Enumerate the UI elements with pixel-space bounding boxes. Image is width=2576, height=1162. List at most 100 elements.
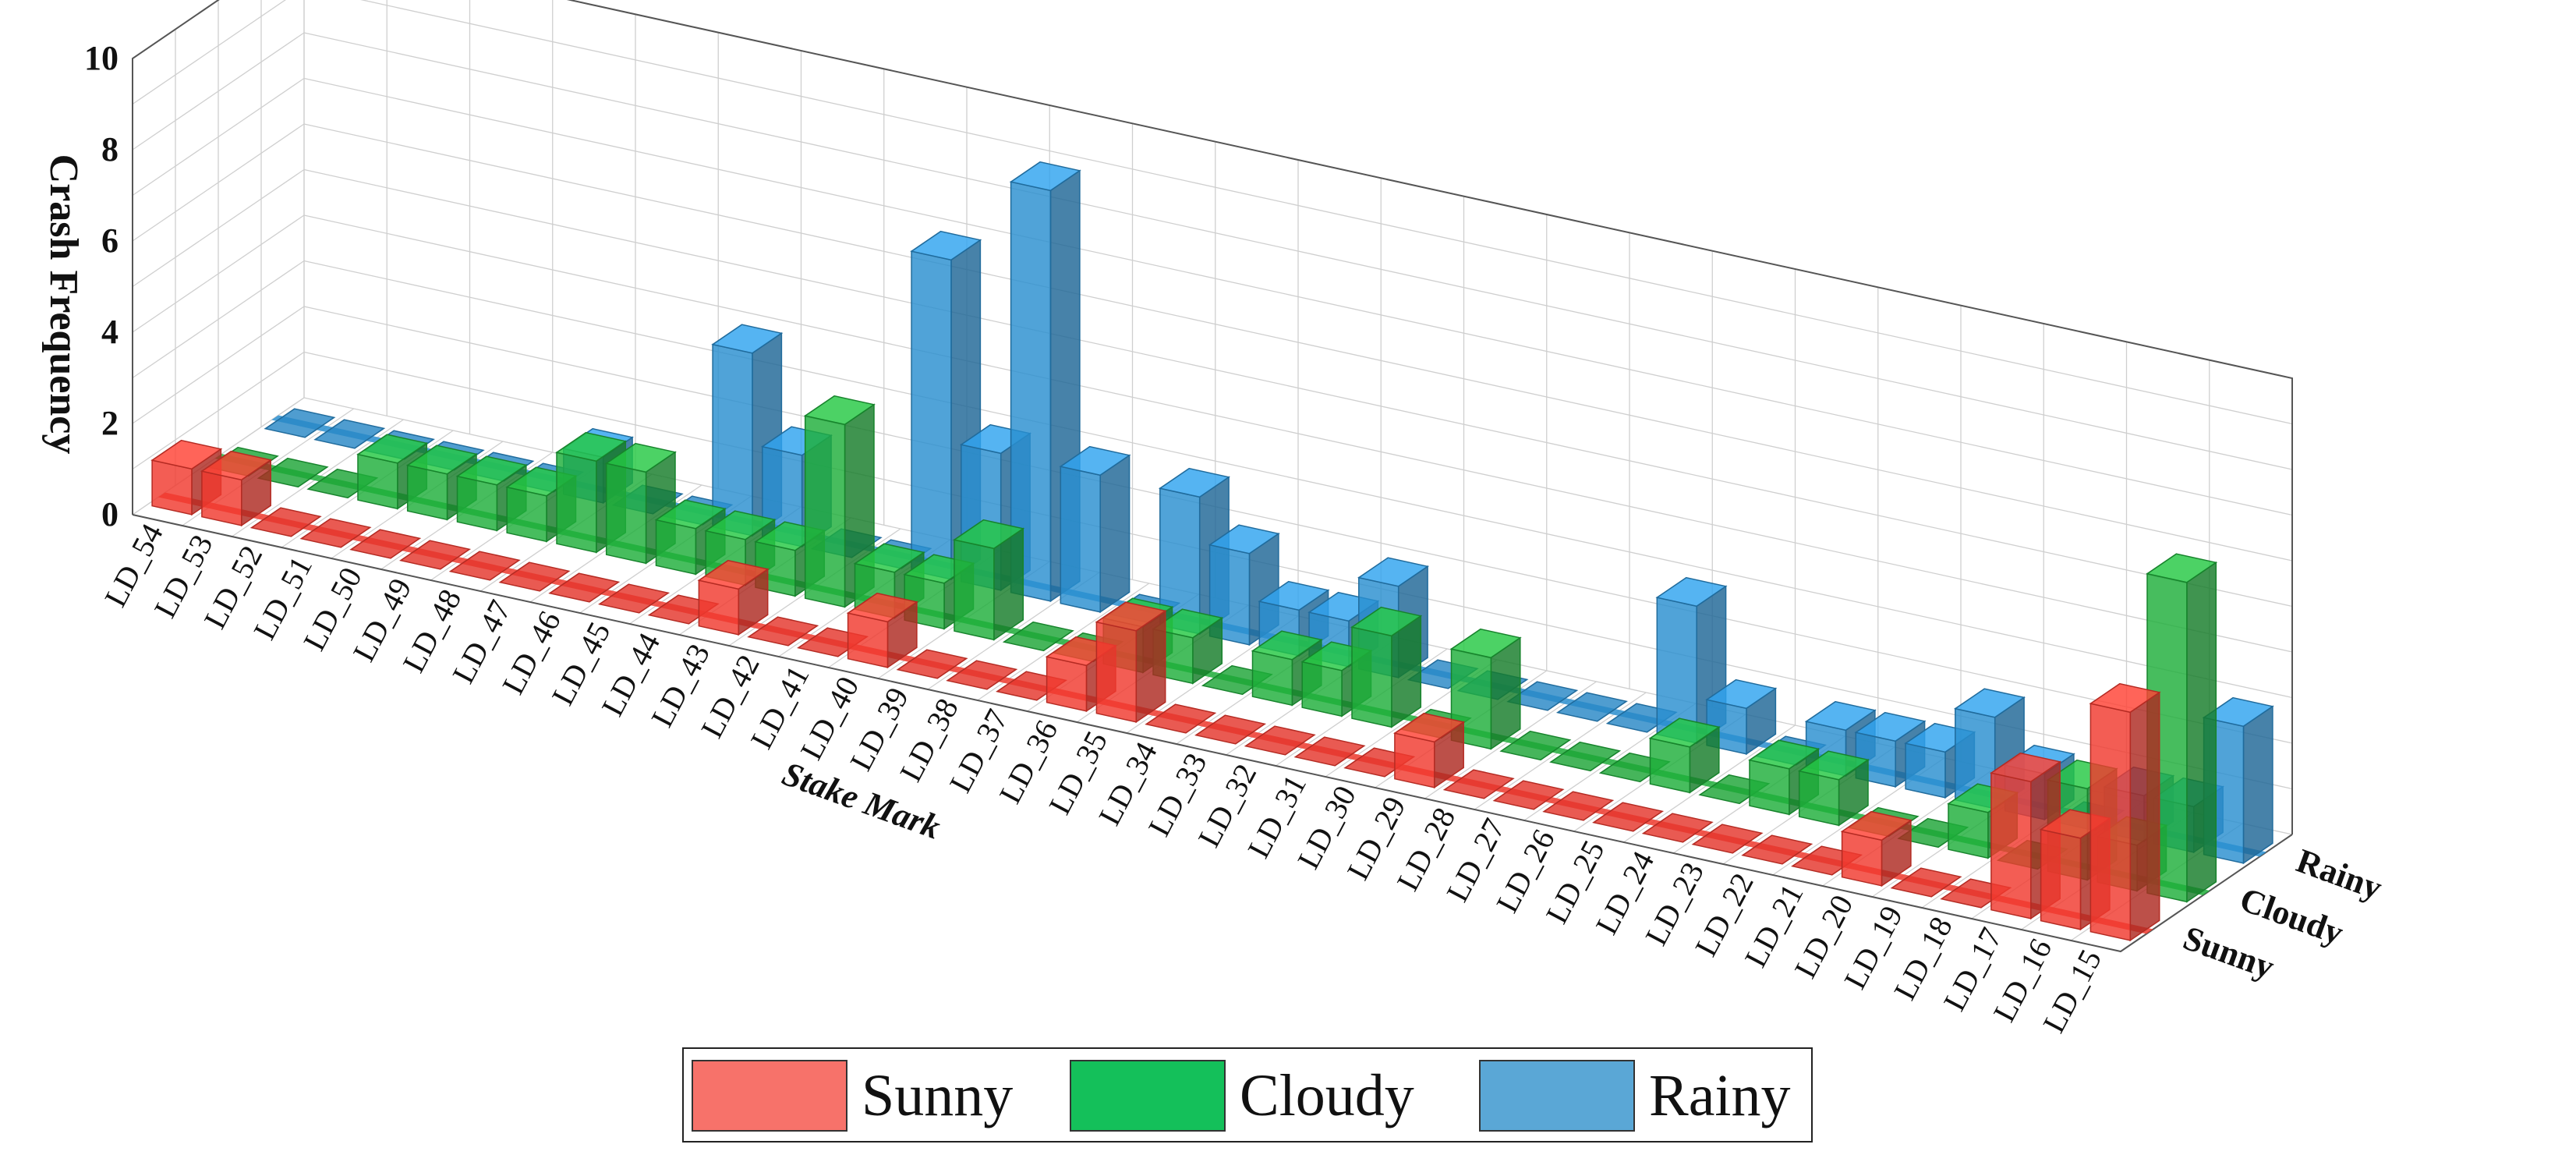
bar-base <box>1542 791 1615 821</box>
bar-top <box>1059 445 1131 476</box>
bar-top <box>1840 810 1913 841</box>
bar-base <box>1194 714 1267 745</box>
bar-sunny-LD_46 <box>548 572 621 603</box>
bar-rainy-LD_20 <box>1953 688 2026 810</box>
bar-sunny-LD_34 <box>1145 703 1217 734</box>
bar-sunny-LD_47 <box>498 562 571 592</box>
bar-front <box>847 612 889 668</box>
bar-sunny-LD_32 <box>1244 725 1316 756</box>
bar-top <box>1648 717 1721 748</box>
bar-rainy-LD_54 <box>264 408 336 438</box>
bar-cloudy-LD_38 <box>1002 621 1074 652</box>
bar-sunny-LD_51 <box>299 518 372 548</box>
bar-cloudy-LD_22 <box>1797 750 1870 827</box>
z-category-label: Sunny <box>2178 919 2279 987</box>
legend-label-sunny: Sunny <box>862 1062 1014 1128</box>
bar-front <box>1301 661 1343 717</box>
bar-top <box>2202 696 2274 728</box>
bar-base <box>1555 692 1628 722</box>
bar-top <box>555 431 628 462</box>
bar-front <box>605 462 647 565</box>
bar-top <box>711 324 784 354</box>
legend-item-cloudy: Cloudy <box>1070 1060 1414 1132</box>
legend-label-cloudy: Cloudy <box>1240 1062 1414 1128</box>
bar-sunny-LD_38 <box>946 660 1018 690</box>
bar-top <box>1152 608 1224 639</box>
bar-sunny-LD_39 <box>896 649 968 679</box>
bar-base <box>313 419 386 449</box>
bar-rainy-LD_53 <box>313 419 386 449</box>
bar-sunny-LD_29 <box>1393 712 1466 789</box>
bar-base <box>1592 802 1665 832</box>
bar-base <box>1002 621 1074 652</box>
bar-sunny-LD_42 <box>747 616 819 647</box>
bar-top <box>654 499 727 530</box>
bar-cloudy-LD_28 <box>1499 730 1572 761</box>
bar-front <box>1749 759 1790 816</box>
z-tick-label: 10 <box>84 39 119 77</box>
bar-top <box>200 450 273 481</box>
bar-front <box>1095 621 1138 723</box>
bar-sunny-LD_33 <box>1194 714 1267 745</box>
z-category-label: Rainy <box>2291 841 2387 908</box>
bar-front <box>1905 742 1946 799</box>
bar-front <box>506 486 547 543</box>
bar-top <box>803 395 876 426</box>
bar-base <box>1492 780 1565 810</box>
bar-front <box>954 539 995 641</box>
grid-line <box>303 306 2293 744</box>
bar-base <box>1244 725 1316 756</box>
bar-front <box>1394 732 1435 788</box>
bar-top <box>1854 711 1927 742</box>
bar-top <box>1748 739 1821 770</box>
legend-item-sunny: Sunny <box>692 1060 1013 1132</box>
bar-top <box>697 559 770 590</box>
bar-top <box>704 510 777 540</box>
bar-sunny-LD_27 <box>1492 780 1565 810</box>
bar-front <box>1351 626 1392 728</box>
bar-sunny-LD_35 <box>1095 601 1167 724</box>
bar-front <box>201 470 242 526</box>
bar-top <box>910 230 982 261</box>
bar-base <box>747 616 819 647</box>
bar-cloudy-LD_31 <box>1350 606 1423 728</box>
floor-strip-sunny <box>158 492 2153 934</box>
bar-base <box>896 649 968 679</box>
bar-base <box>1890 867 1962 898</box>
frame-outline <box>132 514 2293 953</box>
chart-legend: Sunny Cloudy Rainy <box>682 1047 1813 1143</box>
legend-item-rainy: Rainy <box>1479 1060 1791 1132</box>
bar-base <box>264 408 336 438</box>
bar-front <box>556 452 597 554</box>
bar-sunny-LD_24 <box>1641 813 1714 843</box>
bar-sunny-LD_52 <box>249 507 322 537</box>
bar-front <box>2040 828 2082 930</box>
grid-line <box>303 32 2293 470</box>
bar-top <box>1357 557 1429 587</box>
bar-front <box>1046 656 1088 712</box>
grid-line <box>303 168 2293 608</box>
grid-line <box>303 77 2293 516</box>
bar-base <box>349 529 422 559</box>
bar-top <box>853 543 925 573</box>
bar-side <box>2129 691 2160 942</box>
bar-front <box>357 453 398 510</box>
bar-front <box>655 519 697 576</box>
bar-sunny-LD_25 <box>1592 802 1665 832</box>
bar-base <box>1549 741 1622 772</box>
legend-swatch-cloudy <box>1070 1060 1226 1132</box>
bar-front <box>1948 802 1989 859</box>
bar-base <box>1499 730 1572 761</box>
bar-sunny-LD_45 <box>598 583 671 614</box>
bar-top <box>1258 580 1330 611</box>
bar-top <box>604 442 677 473</box>
bar-top <box>2146 553 2218 583</box>
bar-top <box>356 434 429 464</box>
y-axis-title: Crash Frequency <box>41 154 86 455</box>
bar-base <box>299 518 372 548</box>
bar-top <box>1449 628 1522 659</box>
bar-cloudy-LD_53 <box>257 457 329 488</box>
bar-cloudy-LD_29 <box>1449 628 1522 750</box>
legend-swatch-rainy <box>1479 1060 1635 1132</box>
